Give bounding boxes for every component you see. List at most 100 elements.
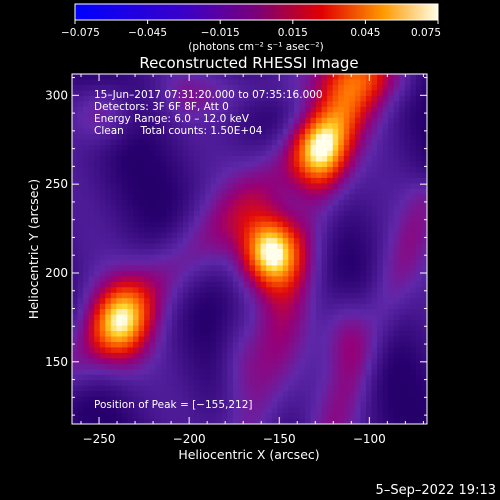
heatmap-cell bbox=[83, 413, 90, 420]
heatmap-cell bbox=[249, 194, 256, 201]
heatmap-cell bbox=[321, 156, 328, 163]
heatmap-cell bbox=[377, 336, 384, 343]
heatmap-cell bbox=[410, 380, 417, 387]
heatmap-cell bbox=[327, 156, 334, 163]
heatmap-cell bbox=[293, 413, 301, 420]
heatmap-cell bbox=[182, 276, 190, 283]
heatmap-cell bbox=[415, 369, 423, 376]
heatmap-cell bbox=[404, 265, 411, 272]
heatmap-cell bbox=[177, 341, 184, 349]
heatmap-cell bbox=[266, 303, 273, 310]
heatmap-cell bbox=[110, 358, 117, 365]
heatmap-cell bbox=[177, 210, 184, 217]
heatmap-cell bbox=[310, 265, 317, 272]
heatmap-cell bbox=[83, 254, 90, 261]
heatmap-cell bbox=[410, 183, 417, 190]
heatmap-cell bbox=[171, 210, 178, 217]
heatmap-cell bbox=[288, 363, 295, 370]
heatmap-cell bbox=[282, 101, 289, 108]
heatmap-cell bbox=[232, 90, 240, 97]
heatmap-cell bbox=[182, 95, 190, 102]
heatmap-cell bbox=[160, 385, 167, 392]
heatmap-cell bbox=[110, 145, 117, 152]
heatmap-cell bbox=[255, 336, 262, 343]
heatmap-cell bbox=[238, 194, 245, 201]
heatmap-cell bbox=[255, 139, 262, 146]
heatmap-cell bbox=[404, 188, 411, 195]
heatmap-cell bbox=[421, 221, 427, 228]
heatmap-cell bbox=[304, 205, 312, 212]
heatmap-cell bbox=[304, 188, 312, 195]
heatmap-cell bbox=[421, 418, 427, 424]
heatmap-cell bbox=[365, 298, 373, 305]
heatmap-cell bbox=[271, 374, 278, 381]
heatmap-cell bbox=[238, 166, 245, 174]
heatmap-cell bbox=[160, 402, 167, 409]
colorbar bbox=[74, 3, 439, 21]
heatmap-cell bbox=[155, 188, 162, 195]
heatmap-cell bbox=[321, 90, 328, 97]
heatmap-cell bbox=[210, 254, 217, 261]
heatmap-cell bbox=[321, 84, 328, 92]
heatmap-cell bbox=[210, 183, 217, 190]
heatmap-cell bbox=[72, 374, 79, 381]
heatmap-cell bbox=[371, 106, 378, 113]
heatmap-cell bbox=[83, 314, 90, 321]
heatmap-cell bbox=[94, 402, 101, 409]
heatmap-cell bbox=[83, 161, 90, 168]
heatmap-cell bbox=[260, 123, 267, 130]
heatmap-cell bbox=[221, 145, 228, 152]
heatmap-cell bbox=[421, 391, 427, 398]
heatmap-cell bbox=[321, 418, 328, 424]
heatmap-cell bbox=[144, 396, 151, 403]
heatmap-cell bbox=[238, 276, 245, 283]
heatmap-cell bbox=[155, 117, 162, 124]
heatmap-cell bbox=[88, 156, 95, 163]
heatmap-cell bbox=[343, 347, 350, 354]
heatmap-cell bbox=[293, 374, 301, 381]
heatmap-cell bbox=[266, 331, 273, 338]
heatmap-cell bbox=[77, 117, 84, 124]
heatmap-cell bbox=[310, 95, 317, 102]
heatmap-cell bbox=[255, 374, 262, 381]
heatmap-cell bbox=[354, 374, 362, 381]
heatmap-cell bbox=[94, 145, 101, 152]
heatmap-cell bbox=[343, 270, 350, 277]
heatmap-cell bbox=[238, 254, 245, 261]
heatmap-cell bbox=[116, 199, 123, 206]
heatmap-cell bbox=[144, 227, 151, 234]
heatmap-cell bbox=[399, 270, 406, 277]
heatmap-cell bbox=[77, 166, 84, 174]
heatmap-cell bbox=[194, 325, 201, 332]
heatmap-cell bbox=[310, 243, 317, 250]
heatmap-cell bbox=[216, 106, 223, 113]
heatmap-cell bbox=[293, 106, 301, 113]
heatmap-cell bbox=[249, 216, 256, 223]
heatmap-cell bbox=[188, 79, 195, 86]
heatmap-cell bbox=[271, 341, 278, 349]
heatmap-cell bbox=[304, 325, 312, 332]
heatmap-cell bbox=[116, 150, 123, 157]
heatmap-cell bbox=[127, 292, 134, 299]
heatmap-cell bbox=[160, 418, 167, 424]
heatmap-cell bbox=[177, 270, 184, 277]
heatmap-cell bbox=[227, 249, 234, 256]
heatmap-cell bbox=[349, 325, 356, 332]
heatmap-cell bbox=[249, 117, 256, 124]
heatmap-cell bbox=[232, 363, 240, 370]
heatmap-cell bbox=[277, 352, 284, 359]
heatmap-cell bbox=[410, 249, 417, 256]
heatmap-cell bbox=[371, 238, 378, 245]
heatmap-cell bbox=[194, 292, 201, 299]
heatmap-cell bbox=[377, 156, 384, 163]
heatmap-cell bbox=[116, 391, 123, 398]
heatmap-cell bbox=[393, 123, 400, 130]
heatmap-cell bbox=[88, 188, 95, 195]
heatmap-cell bbox=[421, 227, 427, 234]
heatmap-cell bbox=[166, 150, 173, 157]
heatmap-cell bbox=[171, 314, 178, 321]
heatmap-cell bbox=[410, 221, 417, 228]
heatmap-cell bbox=[116, 145, 123, 152]
heatmap-cell bbox=[83, 243, 90, 250]
heatmap-cell bbox=[349, 314, 356, 321]
